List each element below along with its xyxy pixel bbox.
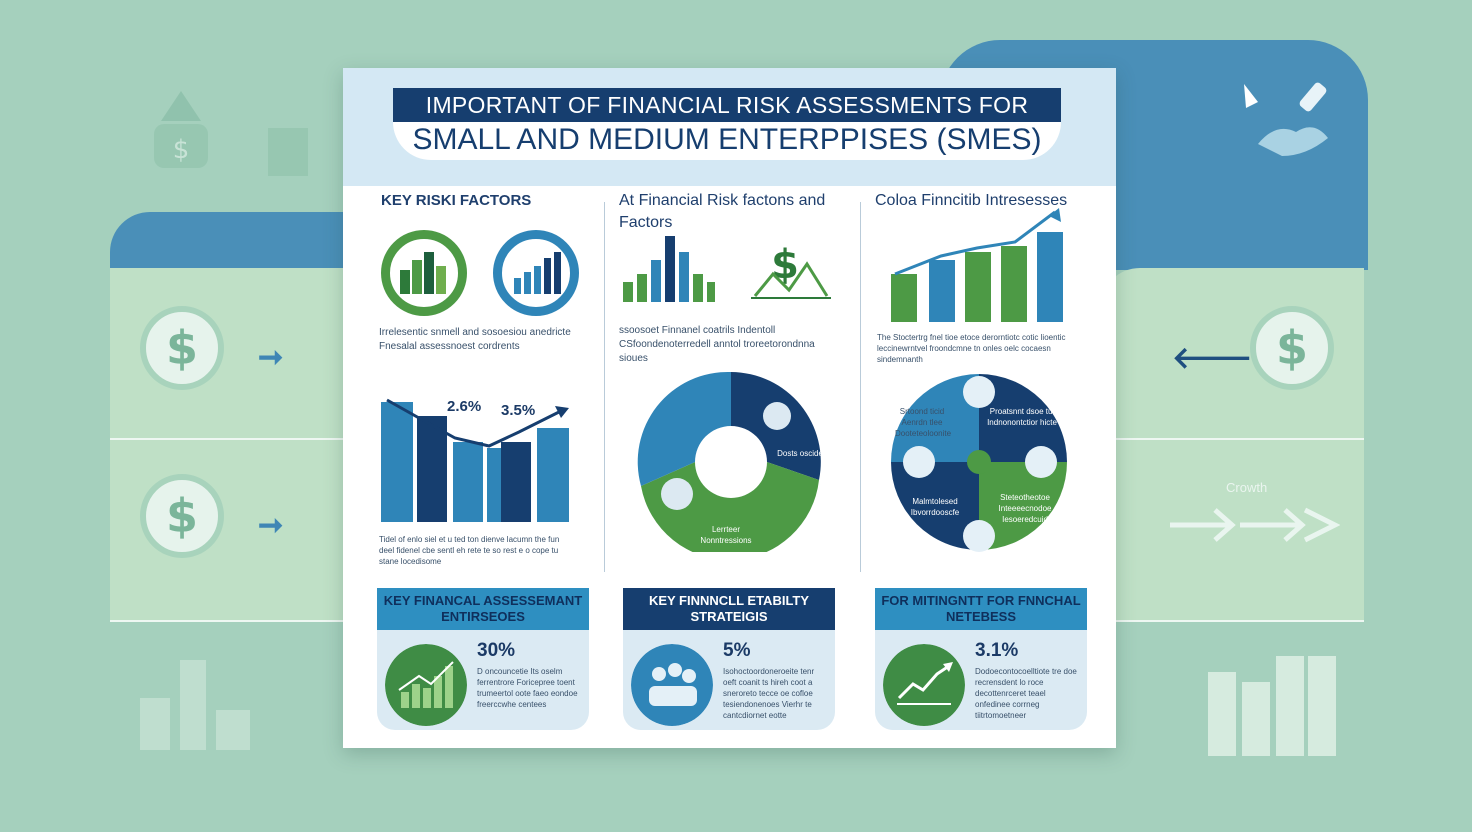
buildings-icon	[140, 660, 250, 750]
column-1-bar-chart	[381, 398, 569, 522]
cycle-label-2: Lerrteer Nonntressions	[700, 525, 752, 545]
card-percent: 30%	[477, 640, 516, 661]
cycle-label-1: Dosts oscide	[777, 449, 823, 458]
arrow-left-icon: 🡐	[1172, 342, 1253, 375]
card-stability-strategies: KEY FINNNCLL ETABILTY STRATEIGIS 5% Isoh…	[623, 588, 835, 730]
growth-label: Crowth	[1226, 480, 1268, 495]
left-band-divider	[110, 438, 344, 440]
column-3-quadrant-diagram	[891, 374, 1067, 552]
column-1-caption: Irrelesentic snmell and sosoesiou anedri…	[379, 327, 571, 352]
arrow-right-icon: ➞	[258, 341, 284, 374]
trend-chart-icon	[385, 644, 467, 726]
team-icon	[631, 644, 713, 726]
title-line-2: SMALL AND MEDIUM ENTERPPISES (SMES)	[393, 122, 1061, 160]
dollar-circle-icon: $	[140, 474, 224, 558]
city-growth-icon	[381, 230, 467, 316]
column-3-heading: Coloa Finncitib Intresesses	[875, 192, 1068, 209]
column-3-bar-chart	[891, 208, 1063, 322]
card-heading: FOR MITINGNTT FOR FNNCHAL NETEBESS	[875, 588, 1087, 630]
card-text: Isohoctoordoneroeite tenr oeft coanit ts…	[723, 667, 815, 720]
dollar-circle-icon: $	[140, 306, 224, 390]
column-3-caption: The Stoctertrg fnel tioe etoce derorntio…	[877, 333, 1066, 364]
column-divider	[604, 202, 605, 572]
svg-text:$: $	[173, 135, 190, 165]
buildings-grid-icon	[1208, 656, 1336, 756]
quadrant-label-bottom-left: Malmtolesed Ibvorrdooscfe	[910, 497, 960, 517]
bar-growth-icon	[493, 230, 579, 316]
dollar-circle-icon: $	[1250, 306, 1334, 390]
quadrant-label-top-left: Srtoond ticid Aenrdn tlee Dooteteoloonit…	[895, 407, 952, 438]
column-1-heading: KEY RISKI FACTORS	[381, 192, 532, 209]
title-line-1: IMPORTANT OF FINANCIAL RISK ASSESSMENTS …	[393, 88, 1061, 122]
handshake-icon	[1244, 82, 1328, 156]
column-2-bar-chart	[623, 236, 715, 302]
arrow-right-icon: ➞	[258, 509, 284, 542]
card-mitigation: FOR MITINGNTT FOR FNNCHAL NETEBESS 3.1% …	[875, 588, 1087, 730]
left-band-bottom-line	[110, 620, 344, 622]
quadrant-label-bottom-right: Steteotheotoe Inteeeecnodoe Iesoeredcuid	[998, 493, 1052, 524]
card-key-assessment: KEY FINANCAL ASSESSEMANT ENTIRSEOES 30% …	[377, 588, 589, 730]
right-band-divider	[1116, 438, 1364, 440]
money-bag-icon: $	[154, 91, 208, 168]
column-1-note: Tidel of enlo siel et u ted ton dienve l…	[379, 535, 560, 566]
column-2-heading: At Financial Risk factons and Factors	[619, 192, 826, 231]
card-heading: KEY FINANCAL ASSESSEMANT ENTIRSEOES	[377, 588, 589, 630]
document-icon	[268, 128, 308, 176]
column-2-cycle-diagram	[637, 371, 821, 552]
column-2-caption: ssoosoet Finnanel coatrils Indentoll CSf…	[619, 325, 815, 364]
card-text: Dodoecontocoelltiote tre doe recrensdent…	[975, 667, 1077, 720]
dollar-growth-icon: $	[751, 242, 831, 299]
growth-arrows-icon	[1170, 507, 1340, 543]
card-percent: 5%	[723, 640, 751, 661]
right-band-bottom-line	[1116, 620, 1364, 622]
growth-chart-icon	[883, 644, 965, 726]
card-percent: 3.1%	[975, 640, 1019, 661]
column-divider	[860, 202, 861, 572]
card-text: D oncouncetie Its oselm ferrentrore Fori…	[477, 667, 578, 709]
stat-left: 2.6%	[447, 398, 482, 415]
quadrant-label-top-right: Proatsnnt dsoe tul Indnonontctior hicte	[987, 407, 1057, 427]
infographic-panel: IMPORTANT OF FINANCIAL RISK ASSESSMENTS …	[343, 68, 1116, 748]
card-heading: KEY FINNNCLL ETABILTY STRATEIGIS	[623, 588, 835, 630]
stat-right: 3.5%	[501, 402, 536, 419]
